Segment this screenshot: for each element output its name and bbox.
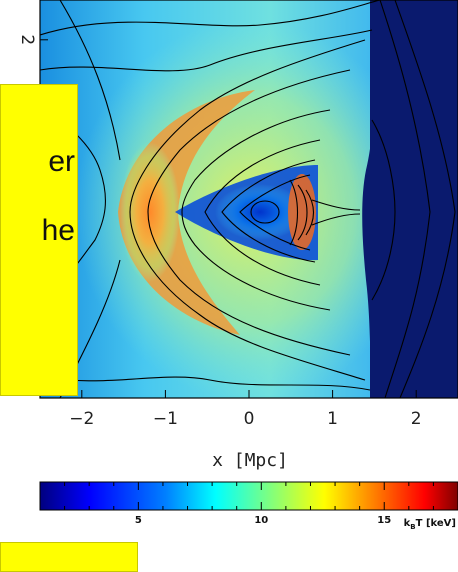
x-tick-label: 0 — [244, 409, 255, 429]
bow-shock-front — [362, 0, 382, 398]
colorbar-tick-label: 10 — [254, 515, 268, 526]
note-text-line-1: er — [48, 145, 75, 178]
hot-core — [120, 142, 180, 282]
highlight-note-box-bottom — [0, 542, 138, 572]
x-tick-label: −1 — [153, 409, 178, 429]
colorbar-tick-label: 5 — [135, 515, 142, 526]
x-tick-label: 1 — [327, 409, 338, 429]
x-tick-label: −2 — [69, 409, 94, 429]
preshock-region — [370, 0, 458, 398]
colorbar — [39, 481, 458, 511]
temperature-heatmap — [40, 0, 458, 398]
colorbar-unit-label: kBT [keV] — [404, 518, 456, 531]
note-text-line-2: he — [41, 214, 75, 247]
colorbar-tick-label: 15 — [377, 515, 391, 526]
x-axis-title: x [Mpc] — [212, 450, 288, 471]
highlight-note-box: er he — [0, 84, 78, 396]
cold-core — [215, 184, 305, 240]
colorbar-axis: 5 10 15 — [39, 482, 458, 526]
x-tick-label: 2 — [411, 409, 422, 429]
y-tick-label: 2 — [17, 34, 37, 45]
x-axis: −2 −1 0 1 2 — [69, 390, 422, 429]
y-axis: 2 — [17, 34, 48, 45]
cold-front-hot-rim — [288, 174, 316, 250]
